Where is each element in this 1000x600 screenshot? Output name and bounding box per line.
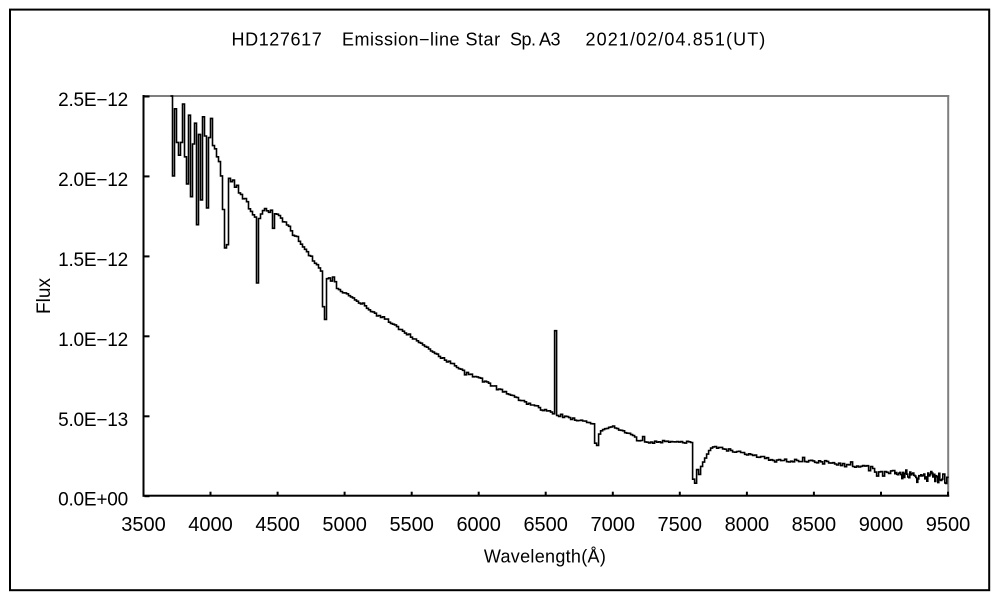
svg-text:9000: 9000 <box>859 514 904 536</box>
svg-text:7000: 7000 <box>591 514 636 536</box>
svg-text:Wavelength(Å): Wavelength(Å) <box>484 547 606 567</box>
svg-text:Flux: Flux <box>34 278 55 314</box>
svg-text:8500: 8500 <box>792 514 837 536</box>
svg-text:6000: 6000 <box>456 514 501 536</box>
svg-text:2021/02/04.851(UT): 2021/02/04.851(UT) <box>586 30 767 50</box>
svg-text:1.0E−12: 1.0E−12 <box>58 330 128 351</box>
svg-text:4000: 4000 <box>188 514 233 536</box>
svg-text:5000: 5000 <box>322 514 367 536</box>
svg-text:6500: 6500 <box>523 514 568 536</box>
svg-text:5.0E−13: 5.0E−13 <box>58 410 128 431</box>
svg-text:7500: 7500 <box>658 514 703 536</box>
svg-text:5500: 5500 <box>389 514 434 536</box>
svg-text:Sp. A3: Sp. A3 <box>510 30 561 50</box>
svg-text:3500: 3500 <box>121 514 166 536</box>
svg-text:0.0E+00: 0.0E+00 <box>58 490 128 511</box>
svg-text:2.0E−12: 2.0E−12 <box>58 170 128 191</box>
svg-text:9500: 9500 <box>926 514 971 536</box>
svg-text:4500: 4500 <box>255 514 300 536</box>
svg-text:HD127617: HD127617 <box>232 30 323 50</box>
svg-text:2.5E−12: 2.5E−12 <box>58 90 128 111</box>
svg-text:Emission−line Star: Emission−line Star <box>342 30 501 50</box>
svg-text:1.5E−12: 1.5E−12 <box>58 250 128 271</box>
svg-text:8000: 8000 <box>725 514 770 536</box>
